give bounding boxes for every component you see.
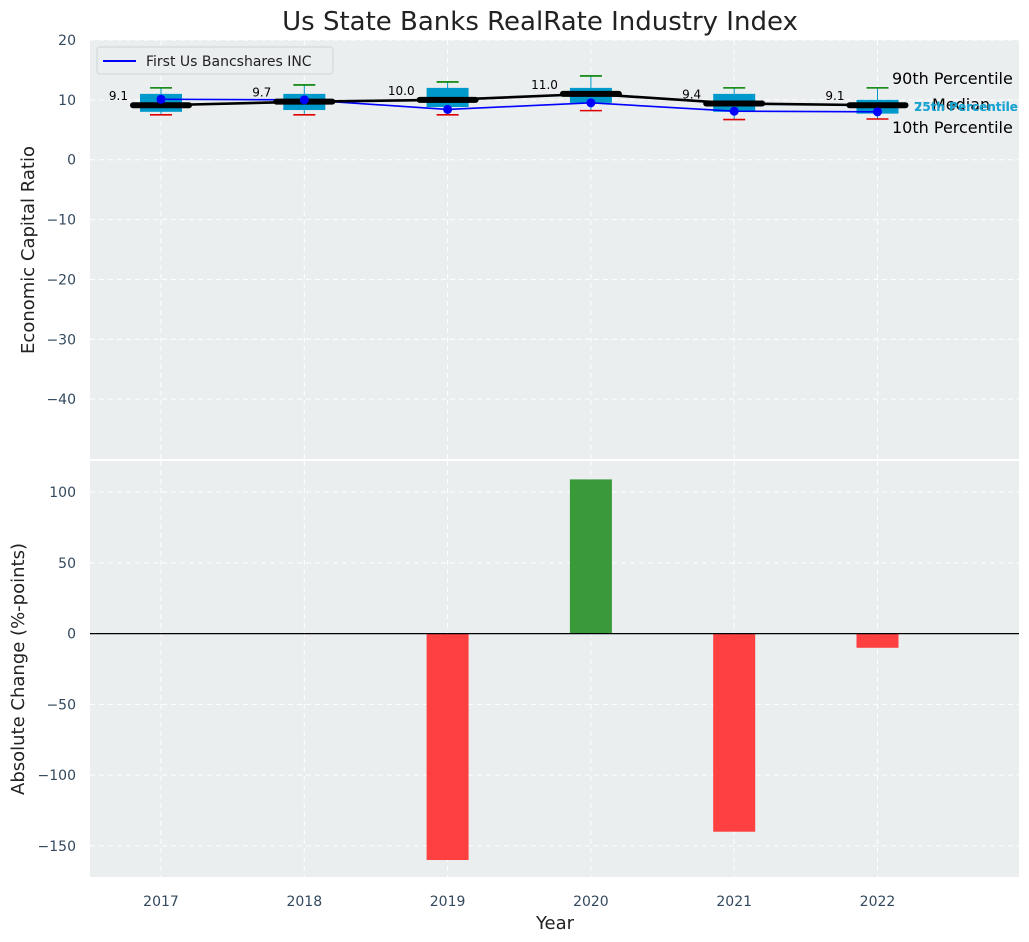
median-value-label: 9.1 (109, 89, 128, 103)
company-data-point (156, 94, 166, 104)
bottom-plot-marks (90, 479, 1019, 861)
top-y-tick-label: 20 (58, 33, 76, 49)
bottom-y-tick-label: 0 (67, 627, 76, 643)
annotation-75th-percentile: 75th Percentile (914, 100, 1018, 114)
change-bar (569, 479, 612, 634)
median-value-label: 10.0 (388, 84, 415, 98)
bottom-y-axis-label: Absolute Change (%-points) (8, 543, 29, 795)
bottom-y-tick-label: −50 (46, 697, 76, 713)
annotation-25th-percentile: 25th Percentile (914, 100, 1018, 114)
bottom-y-tick-label: −150 (38, 839, 76, 855)
bottom-y-tick-label: 50 (58, 556, 76, 572)
legend-box (96, 46, 334, 75)
bottom-y-tick-label: −100 (38, 768, 76, 784)
top-y-tick-label: 10 (58, 93, 76, 109)
change-bar (856, 633, 899, 648)
change-bar (426, 633, 469, 861)
annotation-90th-percentile: 90th Percentile (892, 69, 1013, 88)
x-tick-label: 2021 (716, 894, 752, 910)
company-data-point (443, 104, 453, 114)
chart-title: Us State Banks RealRate Industry Index (282, 7, 798, 37)
annotation-10th-percentile: 10th Percentile (892, 118, 1013, 137)
legend: First Us Bancshares INC (96, 46, 334, 75)
x-tick-label: 2019 (430, 894, 466, 910)
bottom-panel-background (90, 461, 1019, 877)
top-plot-marks: 9.1 9.7 10.0 11.0 9.4 9.1 (109, 75, 909, 121)
x-tick-label: 2017 (143, 894, 179, 910)
x-axis-label: Year (535, 913, 575, 934)
top-y-tick-label: −40 (46, 392, 76, 408)
company-data-point (586, 98, 596, 108)
x-tick-label: 2018 (286, 894, 322, 910)
company-data-point (299, 95, 309, 105)
top-y-tick-label: −30 (46, 332, 76, 348)
median-value-label: 9.4 (682, 87, 701, 101)
top-y-axis-label: Economic Capital Ratio (18, 146, 39, 354)
change-bar (713, 633, 756, 832)
median-value-label: 9.7 (252, 86, 271, 100)
company-data-point (873, 107, 882, 117)
x-tick-label: 2022 (860, 894, 896, 910)
median-value-label: 11.0 (531, 78, 558, 92)
top-y-tick-label: −10 (46, 213, 76, 229)
median-value-label: 9.1 (825, 89, 844, 103)
top-y-tick-label: −20 (46, 272, 76, 288)
legend-entry: First Us Bancshares INC (146, 54, 312, 70)
top-y-tick-label: 0 (67, 153, 76, 169)
x-tick-label: 2020 (573, 894, 609, 910)
annotation-median: Median (932, 95, 990, 114)
bottom-y-tick-label: 100 (49, 485, 76, 501)
company-data-point (729, 106, 739, 116)
